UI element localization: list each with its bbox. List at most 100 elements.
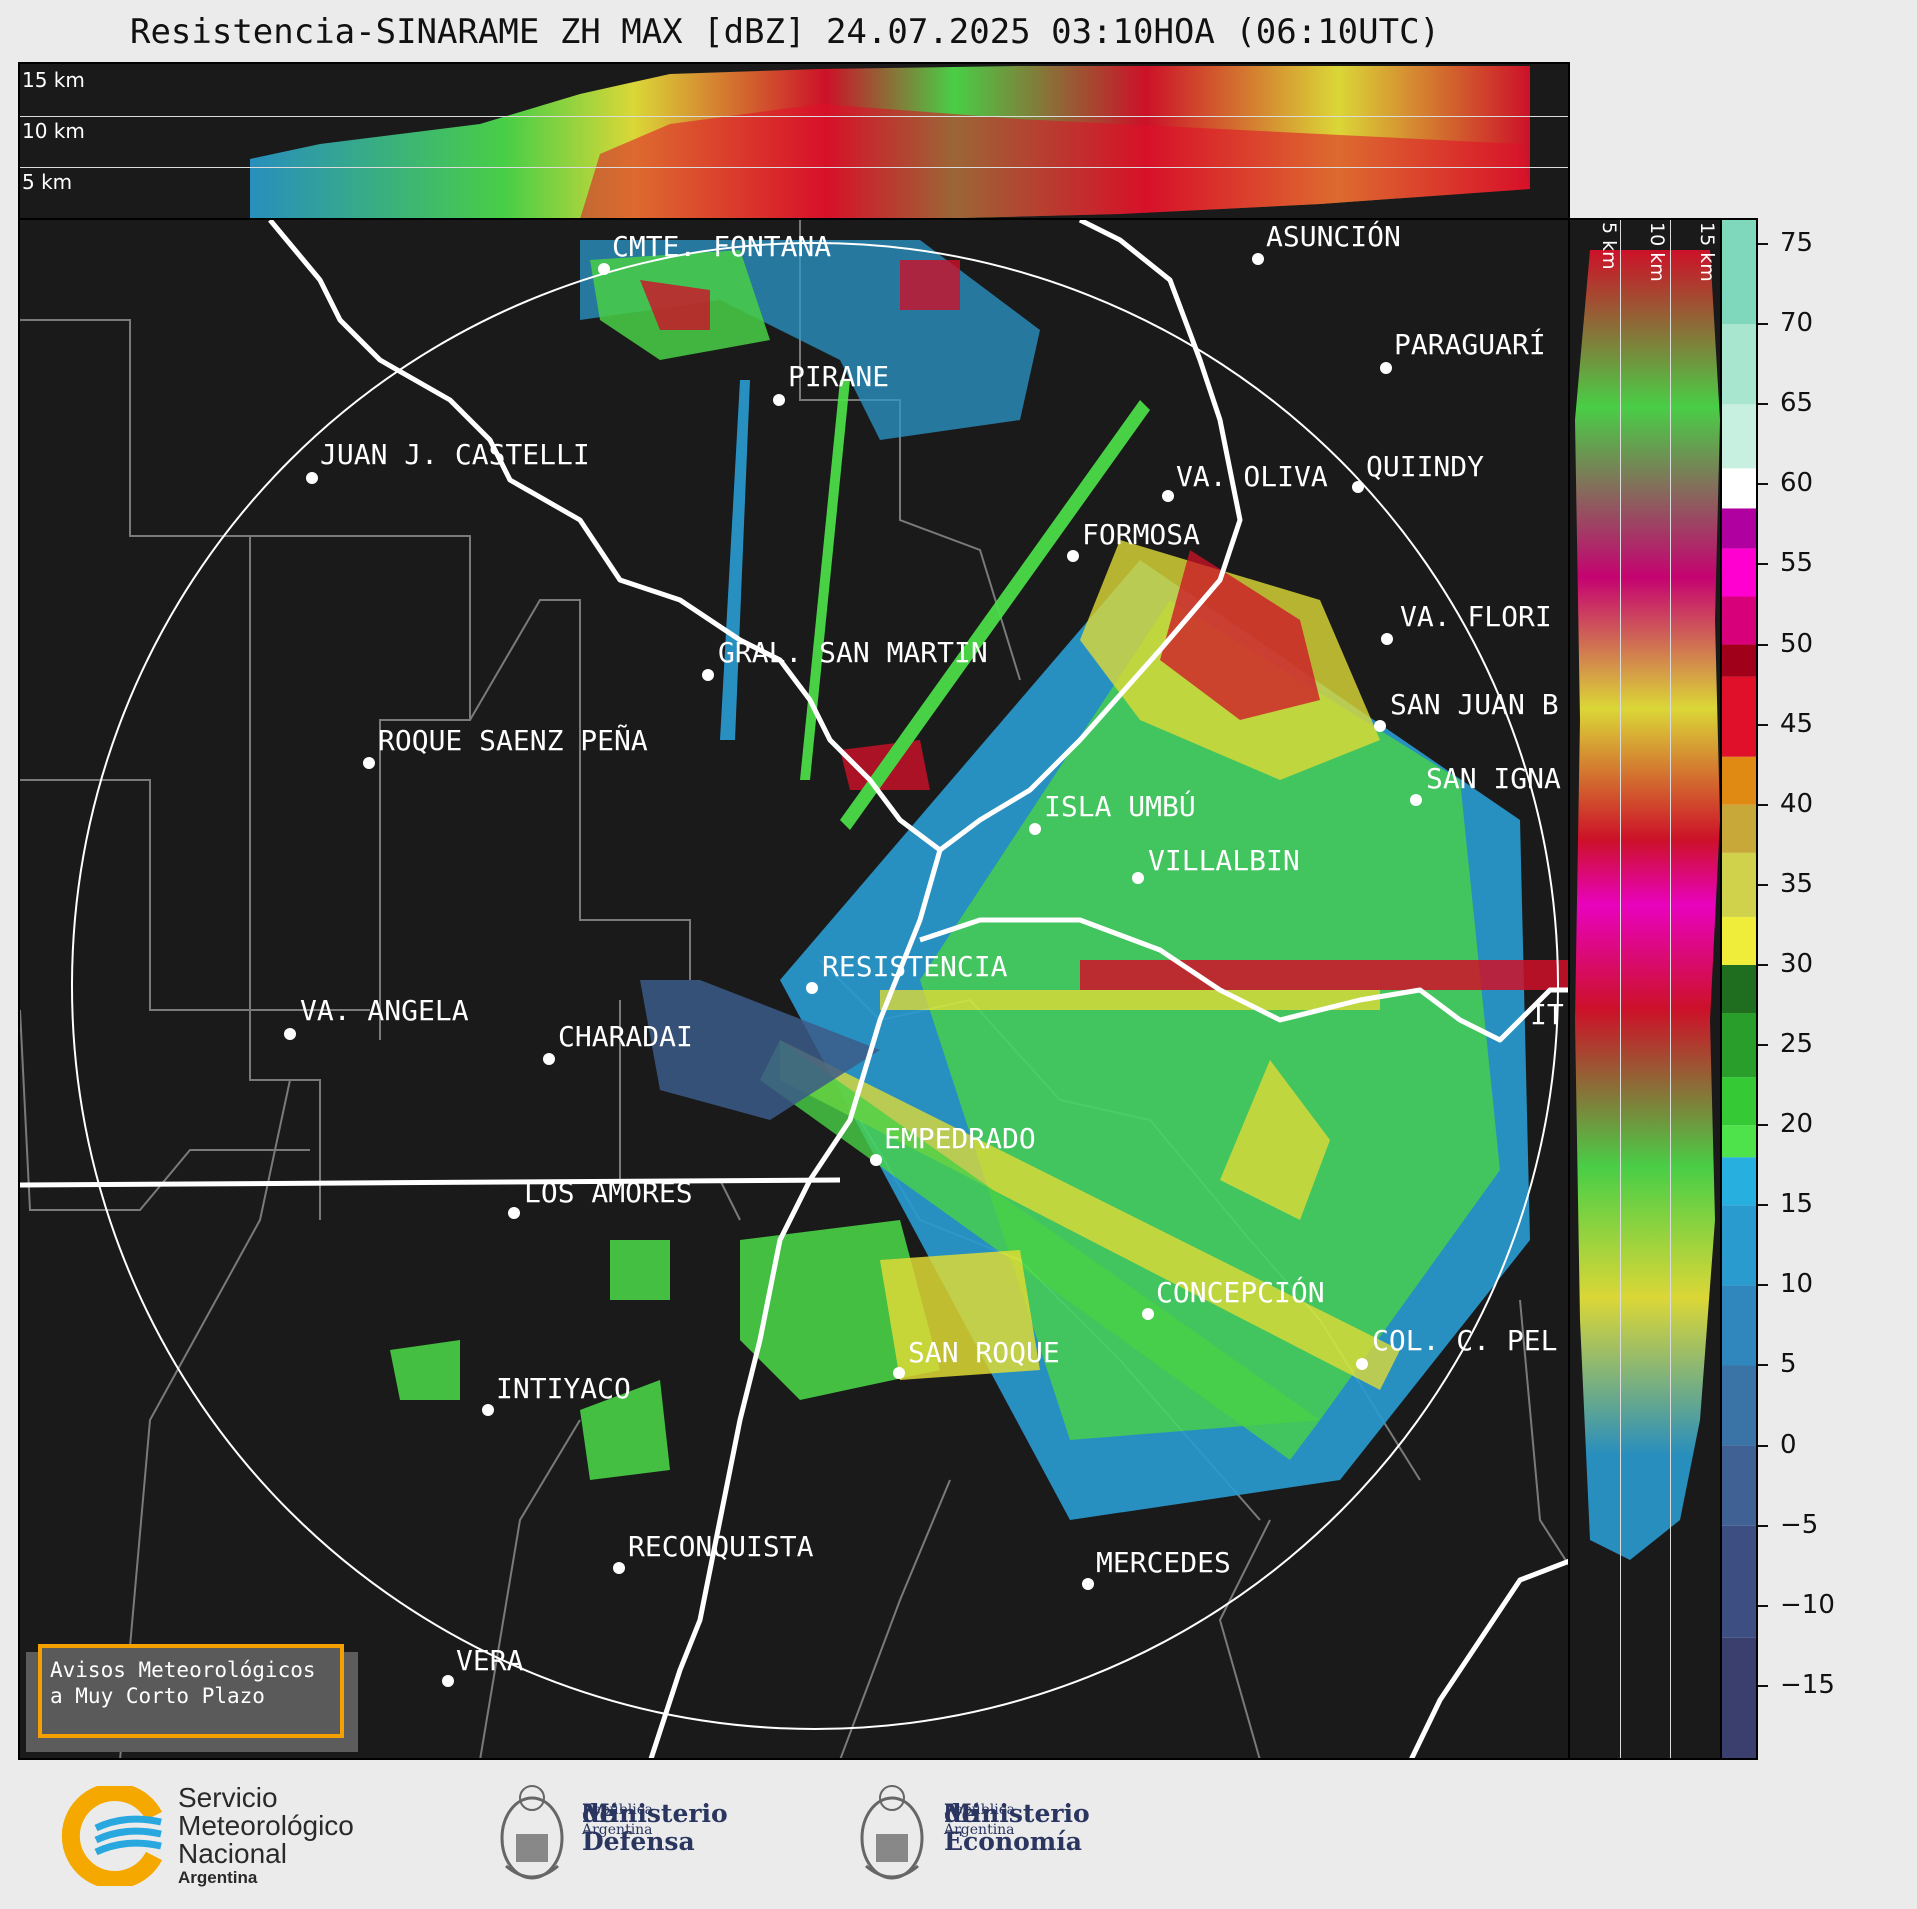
defensa-seal xyxy=(496,1776,568,1894)
smn-text: Servicio Meteorológico Nacional Argentin… xyxy=(178,1784,354,1888)
economia-line-1: Ministerio xyxy=(944,1799,1090,1828)
city-label-col-c-pel: COL. C. PEL xyxy=(1372,1324,1558,1357)
colorbar-tick-label: 35 xyxy=(1780,868,1814,899)
colorbar-tick xyxy=(1758,883,1768,886)
colorbar-tick xyxy=(1758,243,1768,246)
colorbar-tick-label: 55 xyxy=(1780,548,1814,579)
colorbar-band xyxy=(1722,1125,1756,1158)
smn-logo xyxy=(56,1783,166,1889)
city-dot-concepcion xyxy=(1142,1308,1154,1320)
colorbar-band xyxy=(1722,644,1756,677)
city-label-formosa: FORMOSA xyxy=(1082,518,1201,551)
defensa-line-2: de Defensa xyxy=(582,1799,695,1856)
notice-line-1: Avisos Meteorológicos xyxy=(50,1658,316,1682)
colorbar-band xyxy=(1722,1157,1756,1206)
colorbar-tick xyxy=(1758,723,1768,726)
colorbar-tick-label: 40 xyxy=(1780,788,1814,819)
city-dot-paraguari xyxy=(1380,362,1392,374)
colorbar-tick-label: 25 xyxy=(1780,1029,1814,1060)
height-line-5km xyxy=(20,167,1568,168)
colorbar-tick xyxy=(1758,1204,1768,1207)
city-dot-empedrado xyxy=(870,1154,882,1166)
colorbar-tick-label: −10 xyxy=(1780,1589,1835,1620)
economia-seal xyxy=(856,1776,928,1894)
city-label-quiindy: QUIINDY xyxy=(1366,450,1485,483)
height-line-10km-v xyxy=(1670,220,1671,1758)
colorbar-tick-label: 65 xyxy=(1780,388,1814,419)
city-dot-gral-san-martin xyxy=(702,669,714,681)
colorbar-tick xyxy=(1758,643,1768,646)
colorbar-band xyxy=(1722,404,1756,469)
colorbar-tick-label: 15 xyxy=(1780,1189,1814,1220)
city-label-san-juan-b: SAN JUAN B xyxy=(1390,688,1559,721)
map-title: Resistencia-SINARAME ZH MAX [dBZ] 24.07.… xyxy=(129,12,1441,52)
city-dot-san-igna xyxy=(1410,794,1422,806)
city-label-va-oliva: VA. OLIVA xyxy=(1176,460,1328,493)
city-label-cmte-fontana: CMTE. FONTANA xyxy=(612,230,832,263)
city-dot-va-oliva xyxy=(1162,490,1174,502)
colorbar-tick xyxy=(1758,1284,1768,1287)
dbz-colorbar xyxy=(1720,218,1758,1760)
city-dot-san-roque xyxy=(893,1367,905,1379)
top-height-panel: 15 km 10 km 5 km xyxy=(18,62,1570,220)
country-borders xyxy=(20,220,1568,1758)
colorbar-tick-label: −5 xyxy=(1780,1509,1819,1540)
colorbar-band xyxy=(1722,964,1756,1014)
colorbar-tick xyxy=(1758,1124,1768,1127)
smn-line-3: Nacional xyxy=(178,1838,287,1869)
colorbar-band xyxy=(1722,468,1756,509)
smn-line-4: Argentina xyxy=(178,1868,258,1887)
colorbar-tick xyxy=(1758,483,1768,486)
city-label-asuncion: ASUNCIÓN xyxy=(1266,220,1401,253)
colorbar-tick-label: 0 xyxy=(1780,1429,1797,1460)
colorbar-band xyxy=(1722,676,1756,757)
city-dot-villalbin xyxy=(1132,872,1144,884)
city-dot-san-juan-b xyxy=(1374,720,1386,732)
colorbar-tick-label: 5 xyxy=(1780,1349,1797,1380)
radar-echoes xyxy=(390,240,1568,1520)
height-label-5km: 5 km xyxy=(22,170,73,194)
colorbar-tick-label: 10 xyxy=(1780,1269,1814,1300)
city-label-it: IT xyxy=(1530,998,1564,1031)
city-dot-cmte-fontana xyxy=(598,263,610,275)
notice-box[interactable]: Avisos Meteorológicos a Muy Corto Plazo xyxy=(38,1644,344,1738)
city-dot-asuncion xyxy=(1252,253,1264,265)
city-dot-va-flori xyxy=(1381,633,1393,645)
colorbar-tick-label: 70 xyxy=(1780,308,1814,339)
smn-logo-icon xyxy=(61,1783,163,1889)
city-dot-intiyaco xyxy=(482,1404,494,1416)
colorbar-band xyxy=(1722,804,1756,853)
city-label-san-igna: SAN IGNA xyxy=(1426,762,1561,795)
colorbar-band xyxy=(1722,1637,1756,1758)
colorbar-tick xyxy=(1758,403,1768,406)
city-label-charadai: CHARADAI xyxy=(558,1020,693,1053)
colorbar-tick-label: 75 xyxy=(1780,228,1814,259)
city-label-los-amores: LOS AMORES xyxy=(524,1176,693,1209)
city-label-pirane: PIRANE xyxy=(788,360,890,393)
city-label-resistencia: RESISTENCIA xyxy=(822,950,1008,983)
city-dot-juan-j-castelli xyxy=(306,472,318,484)
colorbar-tick-label: 60 xyxy=(1780,468,1814,499)
colorbar-band xyxy=(1722,1525,1756,1638)
coat-of-arms-icon-2 xyxy=(860,1785,924,1880)
colorbar-band xyxy=(1722,548,1756,597)
colorbar-tick xyxy=(1758,803,1768,806)
city-label-va-flori: VA. FLORI xyxy=(1400,600,1552,633)
city-label-va-angela: VA. ANGELA xyxy=(300,994,469,1027)
range-ring xyxy=(71,242,1559,1730)
city-label-isla-umbu: ISLA UMBÚ xyxy=(1044,790,1196,823)
city-dot-quiindy xyxy=(1352,481,1364,493)
colorbar-tick xyxy=(1758,1684,1768,1687)
city-dot-col-c-pel xyxy=(1356,1358,1368,1370)
city-label-juan-j-castelli: JUAN J. CASTELLI xyxy=(320,438,590,471)
colorbar-tick xyxy=(1758,1444,1768,1447)
colorbar-band xyxy=(1722,220,1756,325)
colorbar-band xyxy=(1722,1445,1756,1526)
city-dot-resistencia xyxy=(806,982,818,994)
colorbar-band xyxy=(1722,1013,1756,1078)
side-height-panel: 5 km 10 km 15 km xyxy=(1568,218,1722,1760)
city-label-intiyaco: INTIYACO xyxy=(496,1372,631,1405)
height-label-15km-v: 15 km xyxy=(1696,222,1718,282)
defensa-line-3: República Argentina xyxy=(582,1802,653,1838)
colorbar-band xyxy=(1722,508,1756,549)
